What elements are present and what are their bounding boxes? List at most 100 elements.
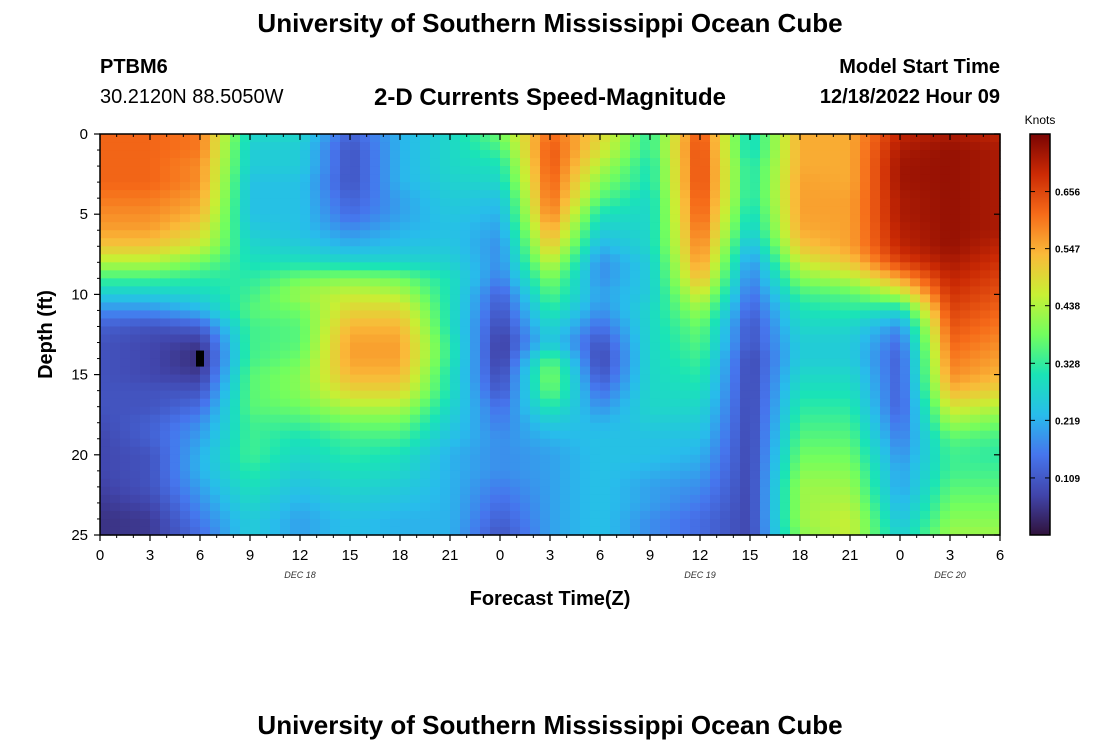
heatmap-cell <box>350 262 361 271</box>
heatmap-cell <box>440 526 451 536</box>
heatmap-cell <box>300 390 311 400</box>
heatmap-cell <box>900 382 911 392</box>
heatmap-cell <box>280 414 291 424</box>
heatmap-cell <box>700 414 711 424</box>
heatmap-cell <box>400 414 411 424</box>
heatmap-cell <box>400 318 411 328</box>
heatmap-cell <box>250 382 261 392</box>
heatmap-cell <box>290 510 301 520</box>
heatmap-cell <box>620 182 631 191</box>
heatmap-cell <box>790 198 801 207</box>
heatmap-cell <box>780 430 791 440</box>
heatmap-cell <box>250 310 261 320</box>
heatmap-cell <box>280 470 291 480</box>
heatmap-cell <box>180 174 191 183</box>
heatmap-cell <box>240 302 251 312</box>
heatmap-cell <box>370 390 381 400</box>
heatmap-cell <box>130 190 141 199</box>
heatmap-cell <box>210 214 221 223</box>
heatmap-cell <box>150 142 161 151</box>
heatmap-cell <box>250 454 261 464</box>
heatmap-cell <box>610 462 621 472</box>
heatmap-cell <box>400 158 411 167</box>
heatmap-cell <box>950 366 961 376</box>
heatmap-cell <box>240 486 251 496</box>
heatmap-cell <box>160 502 171 512</box>
heatmap-cell <box>200 214 211 223</box>
heatmap-cell <box>630 182 641 191</box>
heatmap-cell <box>200 398 211 408</box>
heatmap-cell <box>360 166 371 175</box>
heatmap-cell <box>430 230 441 239</box>
heatmap-cell <box>240 414 251 424</box>
heatmap-cell <box>910 294 921 304</box>
heatmap-cell <box>960 262 971 271</box>
heatmap-cell <box>520 446 531 456</box>
heatmap-cell <box>750 214 761 223</box>
heatmap-cell <box>230 358 241 368</box>
heatmap-cell <box>610 478 621 488</box>
heatmap-cell <box>470 286 481 295</box>
heatmap-cell <box>350 286 361 295</box>
heatmap-cell <box>220 390 231 400</box>
heatmap-cell <box>470 254 481 263</box>
heatmap-cell <box>210 254 221 263</box>
heatmap-cell <box>460 358 471 368</box>
heatmap-cell <box>480 430 491 440</box>
heatmap-cell <box>800 390 811 400</box>
heatmap-cell <box>660 334 671 344</box>
heatmap-cell <box>930 398 941 408</box>
heatmap-cell <box>770 222 781 231</box>
heatmap-cell <box>710 502 721 512</box>
heatmap-cell <box>660 510 671 520</box>
heatmap-cell <box>140 238 151 247</box>
heatmap-cell <box>770 398 781 408</box>
heatmap-cell <box>530 374 541 384</box>
heatmap-cell <box>150 510 161 520</box>
heatmap-cell <box>740 310 751 320</box>
heatmap-cell <box>860 390 871 400</box>
heatmap-cell <box>930 246 941 255</box>
heatmap-cell <box>680 166 691 175</box>
heatmap-cell <box>710 358 721 368</box>
heatmap-cell <box>530 310 541 320</box>
heatmap-cell <box>700 206 711 215</box>
heatmap-cell <box>620 158 631 167</box>
heatmap-cell <box>380 206 391 215</box>
heatmap-cell <box>150 406 161 416</box>
heatmap-cell <box>620 446 631 456</box>
heatmap-cell <box>510 182 521 191</box>
heatmap-cell <box>600 470 611 480</box>
heatmap-cell <box>460 462 471 472</box>
heatmap-cell <box>530 518 541 528</box>
heatmap-cell <box>240 510 251 520</box>
heatmap-cell <box>940 390 951 400</box>
heatmap-cell <box>800 270 811 279</box>
heatmap-cell <box>850 158 861 167</box>
heatmap-cell <box>340 502 351 512</box>
heatmap-cell <box>960 518 971 528</box>
heatmap-cell <box>110 134 121 143</box>
heatmap-cell <box>140 374 151 384</box>
heatmap-cell <box>430 310 441 320</box>
heatmap-cell <box>540 422 551 432</box>
heatmap-cell <box>410 174 421 183</box>
heatmap-cell <box>760 150 771 159</box>
heatmap-cell <box>560 438 571 448</box>
heatmap-cell <box>140 478 151 488</box>
heatmap-cell <box>580 246 591 255</box>
heatmap-cell <box>980 438 991 448</box>
heatmap-cell <box>280 302 291 312</box>
heatmap-cell <box>750 310 761 320</box>
heatmap-cell <box>710 390 721 400</box>
heatmap-cell <box>930 230 941 239</box>
heatmap-cell <box>150 446 161 456</box>
heatmap-cell <box>980 382 991 392</box>
heatmap-cell <box>600 270 611 279</box>
heatmap-cell <box>330 454 341 464</box>
heatmap-cell <box>690 222 701 231</box>
heatmap-cell <box>480 286 491 295</box>
heatmap-cell <box>400 494 411 504</box>
heatmap-cell <box>540 294 551 304</box>
heatmap-cell <box>240 350 251 360</box>
